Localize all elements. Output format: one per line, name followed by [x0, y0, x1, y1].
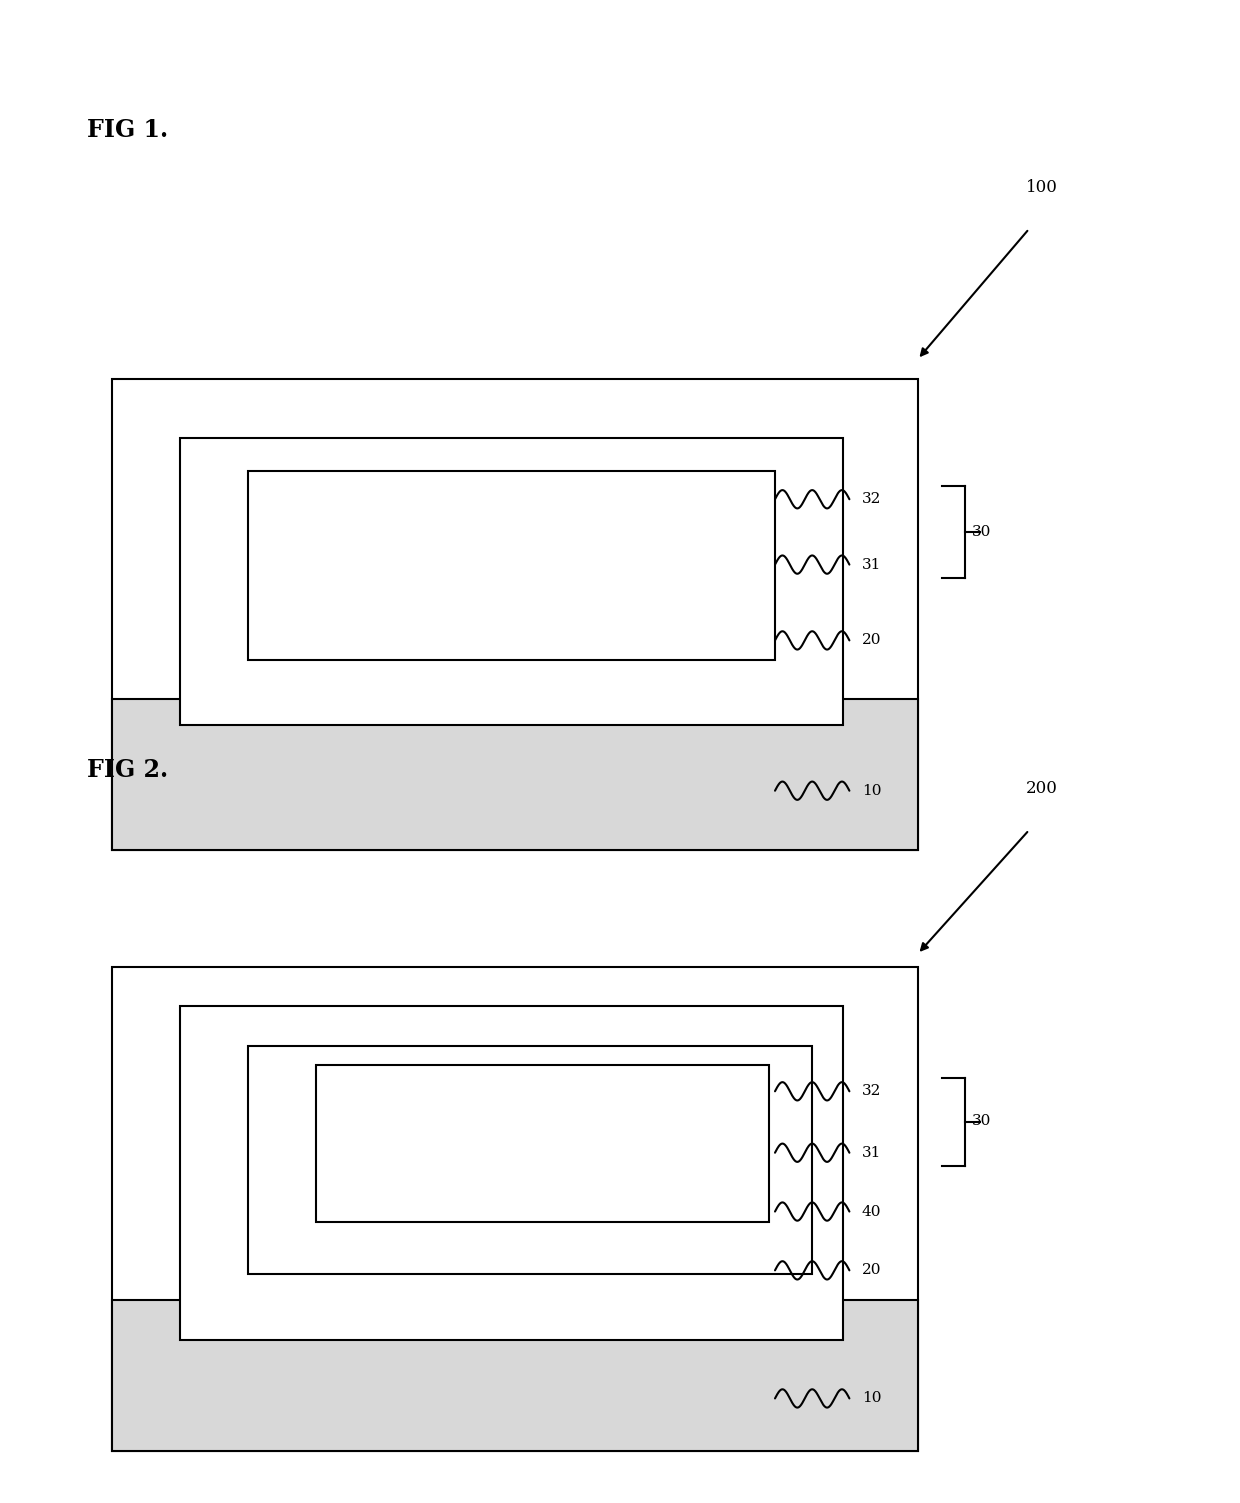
Text: 20: 20 — [862, 1264, 882, 1278]
Text: FIG 1.: FIG 1. — [87, 117, 167, 141]
Text: 40: 40 — [862, 1204, 882, 1219]
Bar — [112, 1300, 918, 1450]
Text: FIG 2.: FIG 2. — [87, 758, 167, 782]
Text: 30: 30 — [972, 1114, 992, 1129]
Text: 31: 31 — [862, 1145, 882, 1160]
Text: 100: 100 — [1025, 179, 1058, 195]
Text: 20: 20 — [862, 633, 882, 648]
Text: 30: 30 — [972, 525, 992, 540]
Bar — [316, 1066, 769, 1222]
Bar — [112, 966, 918, 1450]
Text: 10: 10 — [862, 783, 882, 798]
Text: 10: 10 — [862, 1392, 882, 1405]
Bar — [248, 1046, 812, 1275]
Text: 32: 32 — [862, 493, 882, 507]
Bar — [112, 379, 918, 849]
Text: 200: 200 — [1025, 780, 1058, 797]
Text: 32: 32 — [862, 1084, 882, 1099]
Bar — [112, 699, 918, 849]
Text: 31: 31 — [862, 558, 882, 571]
Bar — [180, 1007, 843, 1339]
Bar — [248, 470, 775, 660]
Bar — [180, 437, 843, 726]
